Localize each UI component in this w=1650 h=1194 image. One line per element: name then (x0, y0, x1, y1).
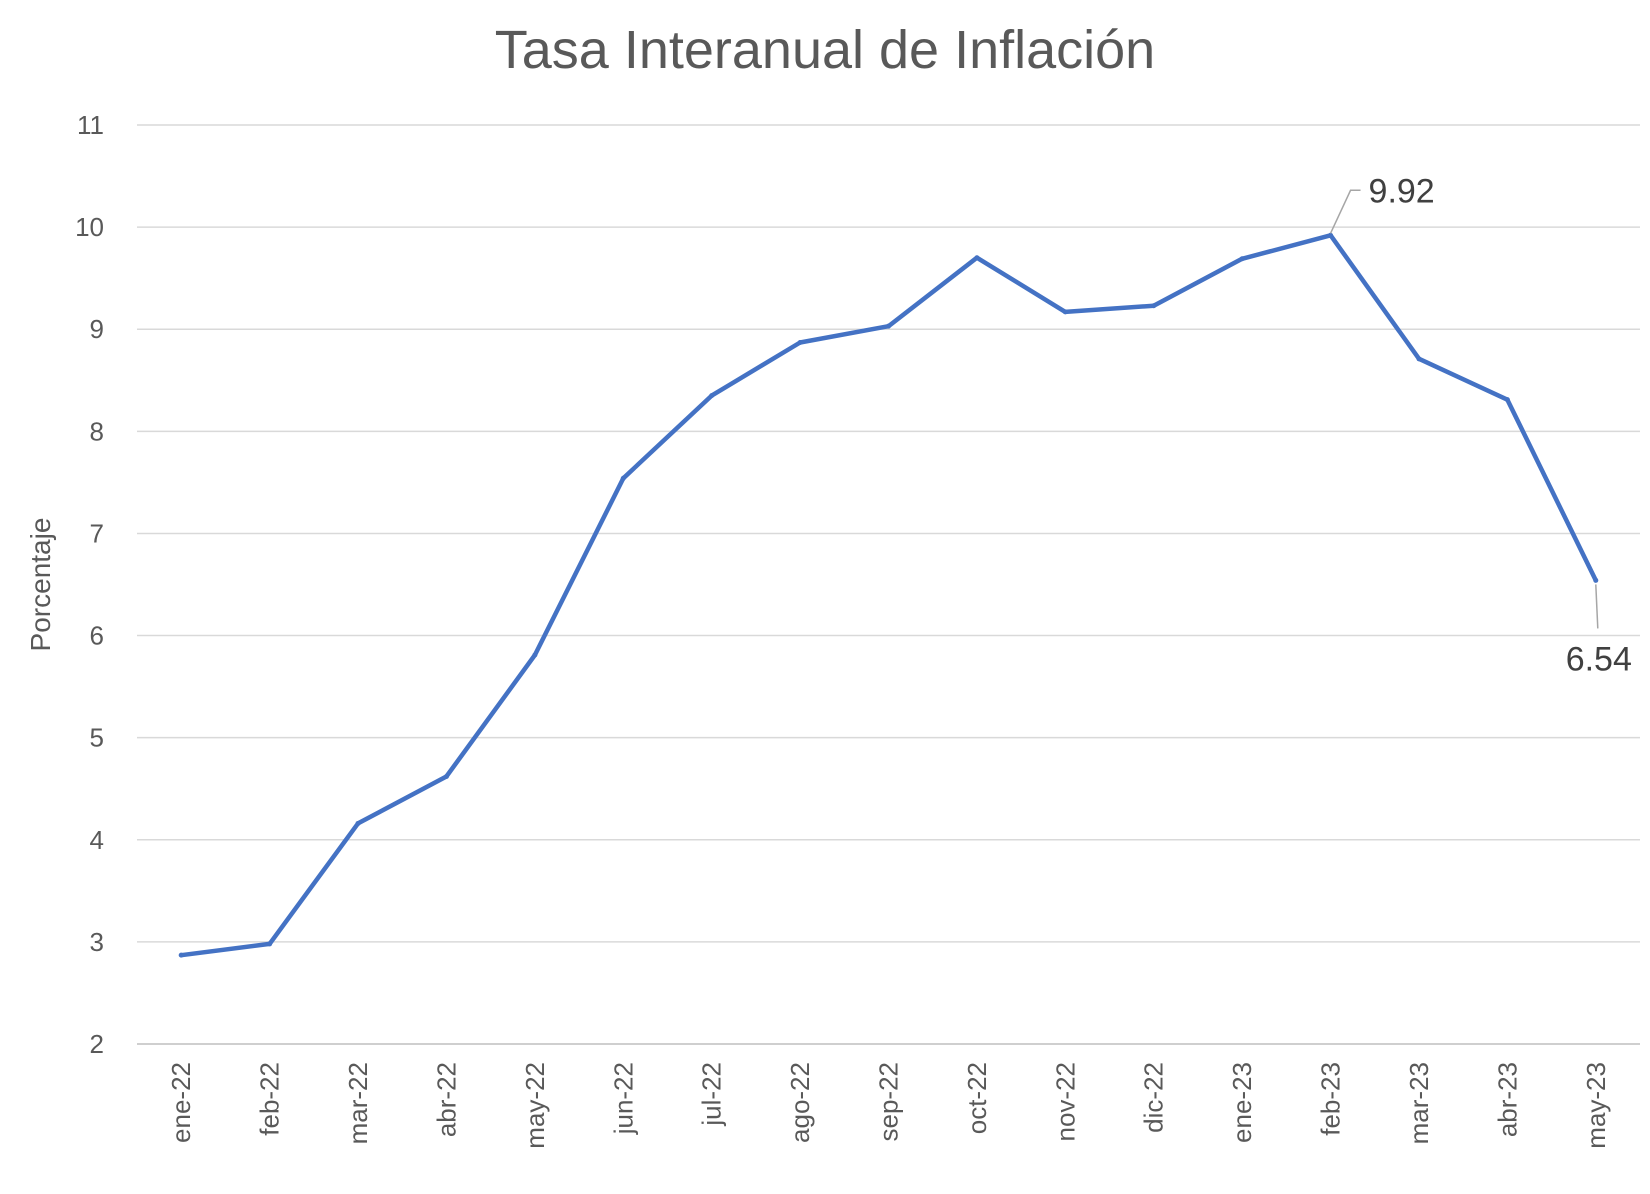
data-point (1239, 256, 1245, 262)
data-point (620, 475, 626, 481)
x-tick-label: may-22 (520, 1062, 550, 1149)
x-tick-label: abr-23 (1492, 1062, 1522, 1137)
data-label: 9.92 (1369, 172, 1435, 210)
data-point (1151, 303, 1157, 309)
y-axis-label: Porcentaje (25, 518, 56, 652)
data-point (797, 339, 803, 345)
data-point (974, 255, 980, 261)
leader-line (1595, 584, 1599, 629)
x-tick-label: mar-23 (1404, 1062, 1434, 1144)
y-tick-label: 4 (90, 825, 104, 855)
chart-title: Tasa Interanual de Inflación (495, 20, 1155, 80)
y-tick-label: 3 (90, 927, 104, 957)
data-point (1062, 309, 1068, 315)
data-point (1328, 232, 1334, 238)
data-point (886, 323, 891, 329)
y-tick-label: 9 (90, 314, 104, 344)
x-tick-label: may-23 (1581, 1062, 1611, 1149)
series-line (178, 233, 1599, 958)
data-point (1416, 356, 1422, 362)
x-tick-label: ene-22 (166, 1062, 196, 1143)
data-label: 6.54 (1566, 640, 1632, 678)
x-tick-label: dic-22 (1139, 1062, 1169, 1133)
data-point (1593, 577, 1599, 583)
data-point (443, 773, 449, 779)
x-tick-label: jun-22 (608, 1062, 638, 1135)
data-point (267, 941, 273, 947)
x-tick-label: ene-23 (1227, 1062, 1257, 1143)
leader-line (1329, 189, 1361, 234)
x-tick-label: sep-22 (874, 1062, 904, 1142)
data-point (1504, 397, 1510, 403)
data-point (709, 393, 715, 399)
y-tick-label: 5 (90, 723, 104, 753)
y-axis-ticks: 2 3 4 5 6 7 8 9 10 11 (75, 110, 104, 1059)
y-tick-label: 7 (90, 518, 104, 548)
data-labels: 9.92 6.54 (1329, 172, 1632, 678)
x-tick-label: oct-22 (962, 1062, 992, 1134)
x-tick-label: jul-22 (697, 1062, 727, 1127)
x-axis-ticks: ene-22 feb-22 mar-22 abr-22 may-22 jun-22 jul-… (166, 1062, 1611, 1149)
data-point (355, 820, 361, 826)
x-tick-label: feb-23 (1316, 1062, 1346, 1136)
y-tick-label: 10 (75, 212, 104, 242)
data-point (532, 652, 538, 658)
series-layer (178, 232, 1599, 958)
x-tick-label: ago-22 (785, 1062, 815, 1143)
x-tick-label: nov-22 (1050, 1062, 1080, 1142)
y-tick-label: 6 (90, 621, 104, 651)
y-tick-label: 2 (90, 1029, 104, 1059)
x-tick-label: mar-22 (343, 1062, 373, 1144)
x-tick-label: abr-22 (431, 1062, 461, 1137)
x-tick-label: feb-22 (255, 1062, 285, 1136)
data-point (178, 952, 184, 958)
gridlines (137, 124, 1640, 943)
y-tick-label: 8 (90, 416, 104, 446)
y-tick-label: 11 (77, 110, 104, 140)
